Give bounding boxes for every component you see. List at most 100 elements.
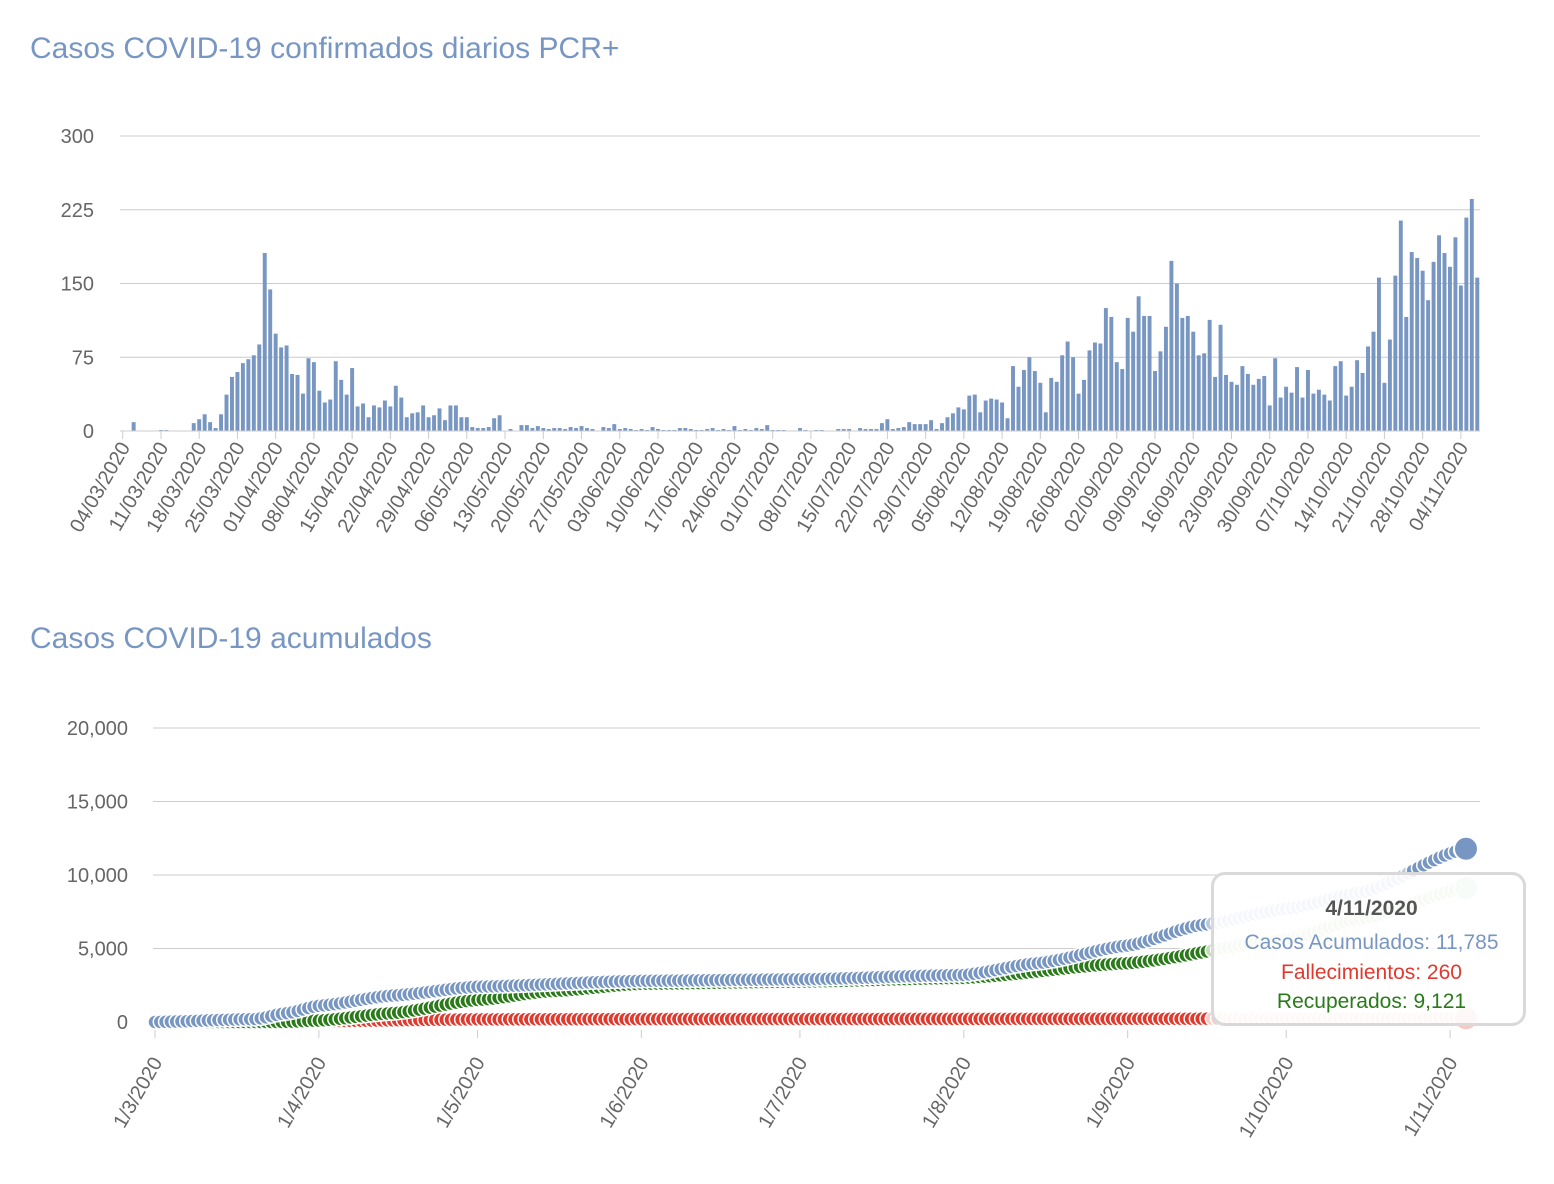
bar [1387, 339, 1392, 431]
bar [557, 428, 562, 431]
bar [1295, 367, 1299, 431]
bar [290, 373, 295, 431]
x-tick-label: 1/7/2020 [754, 1054, 812, 1132]
bar [1382, 382, 1387, 431]
bar [765, 425, 770, 431]
bar [1240, 366, 1245, 431]
bar [1398, 220, 1403, 431]
bar [552, 428, 557, 431]
bar [459, 417, 464, 431]
bar [1224, 374, 1228, 431]
bar [705, 429, 710, 431]
bar [918, 424, 923, 431]
bar [497, 415, 502, 431]
bar [1158, 351, 1163, 431]
bar [1300, 397, 1305, 431]
bar [989, 398, 994, 431]
bar [683, 428, 688, 431]
bar [1213, 376, 1218, 431]
bar [1191, 331, 1196, 431]
bar [563, 429, 568, 431]
bar [421, 405, 426, 431]
bar [1163, 326, 1168, 431]
bar [1415, 257, 1420, 431]
bar [1092, 342, 1097, 431]
bar [219, 414, 224, 431]
bar [907, 422, 912, 431]
y-tick-label: 20,000 [67, 718, 128, 740]
bar [721, 429, 726, 431]
bar [508, 429, 513, 431]
bar [1032, 371, 1037, 431]
bar [1366, 346, 1370, 431]
bar [874, 429, 879, 431]
bar [923, 424, 928, 431]
bar [1464, 217, 1469, 431]
bar [896, 428, 901, 431]
bar [1218, 324, 1223, 431]
bar [1278, 397, 1283, 431]
y-tick-label: 0 [83, 421, 94, 443]
bar [934, 429, 939, 431]
bar [295, 374, 300, 431]
data-point [1453, 835, 1479, 862]
bar [1174, 283, 1179, 431]
bar [301, 393, 305, 431]
bar [1256, 378, 1261, 431]
bar [448, 405, 453, 431]
bar [268, 289, 273, 431]
bar [410, 413, 415, 431]
x-tick-label: 1/6/2020 [596, 1054, 654, 1132]
bar [1021, 370, 1026, 431]
bar [972, 394, 977, 431]
bar [879, 423, 884, 431]
bar [1284, 386, 1289, 431]
bar [1103, 308, 1108, 431]
bar [437, 408, 442, 431]
bar [208, 422, 213, 431]
bar [475, 428, 480, 431]
bar [202, 414, 207, 431]
bar [869, 429, 873, 431]
bar [940, 423, 944, 431]
bar [710, 428, 715, 431]
bar [1327, 400, 1332, 431]
tooltip: 4/11/2020 Casos Acumulados: 11,785 Falle… [1211, 872, 1526, 1026]
series-casos-acumulados [147, 835, 1479, 1030]
bar [1185, 315, 1190, 431]
bar [1333, 366, 1338, 431]
bar [1016, 386, 1021, 431]
bar [191, 423, 196, 431]
bar [1273, 358, 1278, 431]
bar [257, 344, 262, 431]
bar [1076, 393, 1081, 431]
bar [355, 406, 360, 431]
bar [197, 419, 202, 431]
bar [612, 424, 617, 431]
bar [688, 429, 693, 431]
bar [579, 426, 584, 431]
bar [399, 397, 404, 431]
bar [1251, 384, 1256, 431]
bar [1071, 357, 1076, 431]
bar [1229, 381, 1234, 431]
bar [1054, 381, 1059, 431]
daily-cases-chart: 07515022530004/03/202011/03/202018/03/20… [61, 126, 1480, 536]
bar [366, 417, 371, 431]
y-tick-label: 15,000 [67, 792, 128, 814]
bar [1305, 370, 1310, 431]
bar [1060, 355, 1065, 431]
bar [1437, 235, 1442, 431]
bar [1196, 355, 1201, 431]
bar [1027, 357, 1032, 431]
bar [251, 355, 256, 431]
bar [1120, 369, 1125, 431]
bar [1322, 394, 1327, 431]
bar [426, 417, 431, 431]
bar [590, 429, 595, 431]
tooltip-date: 4/11/2020 [1325, 897, 1418, 920]
y-tick-label: 5,000 [78, 939, 128, 961]
bar [372, 405, 376, 431]
bar [377, 407, 382, 431]
y-tick-label: 0 [117, 1012, 128, 1034]
